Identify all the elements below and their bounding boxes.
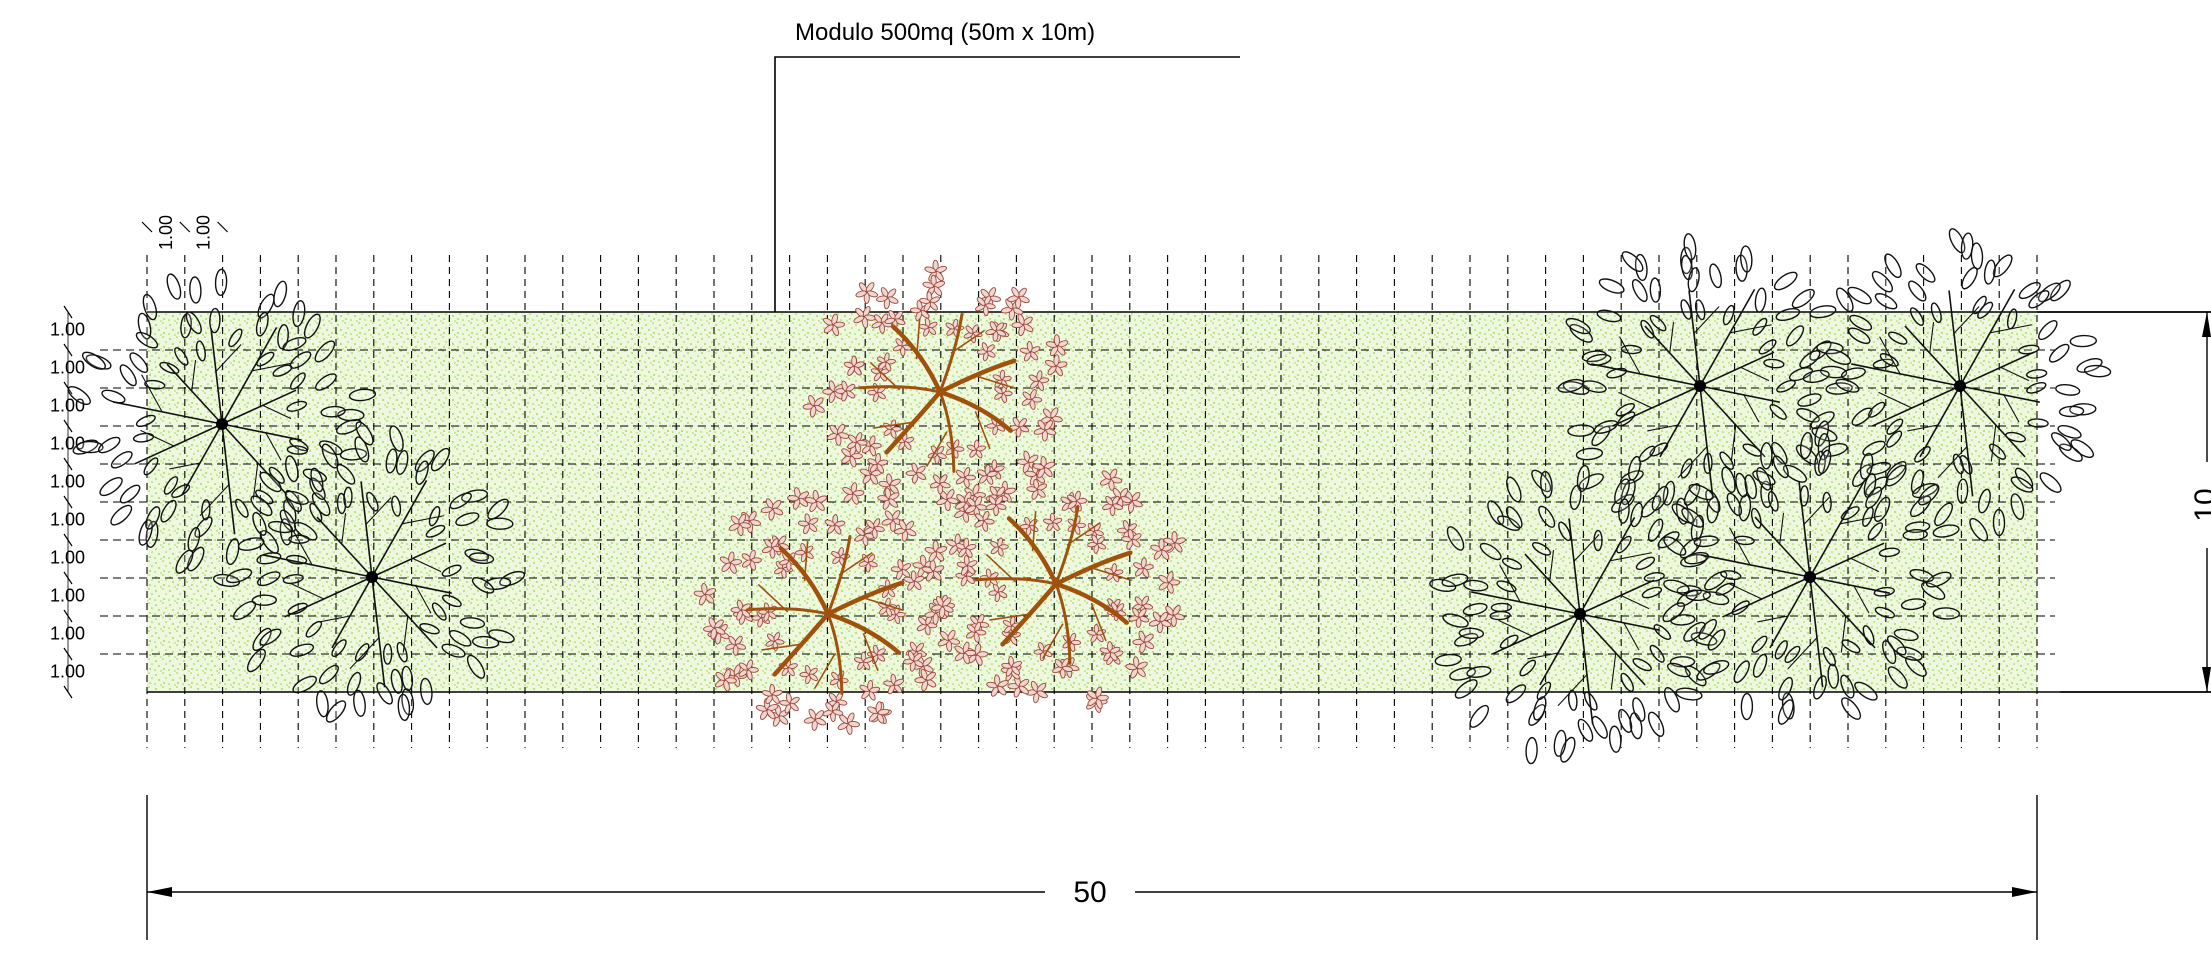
width-dimension: 10 xyxy=(2037,311,2211,693)
column-tick-mark xyxy=(179,221,191,233)
flowering-tree-icon xyxy=(802,259,1069,523)
length-dimension: 50 xyxy=(146,795,2038,940)
flowering-tree-icon xyxy=(924,456,1186,713)
row-spacing-label: 1.00 xyxy=(50,320,85,340)
tree-canopy-icon xyxy=(212,421,526,723)
module-title: Modulo 500mq (50m x 10m) xyxy=(795,19,1095,46)
tree-canopy-icon xyxy=(1662,420,1960,725)
flowering-tree-icon xyxy=(693,482,961,735)
trees-layer xyxy=(67,228,2112,765)
length-dimension-value: 50 xyxy=(1073,876,1106,909)
width-dimension-value: 10 xyxy=(2189,488,2211,521)
row-spacing-label: 1.00 xyxy=(50,358,85,378)
row-spacing-label: 1.00 xyxy=(50,548,85,568)
column-dimension-labels: 1.00 1.00 xyxy=(141,215,229,250)
column-spacing-label: 1.00 xyxy=(156,215,176,250)
tree-canopy-icon xyxy=(67,268,377,574)
callout-leader-line xyxy=(774,56,1240,312)
row-spacing-label: 1.00 xyxy=(50,662,85,682)
row-spacing-label: 1.00 xyxy=(50,624,85,644)
column-tick-mark xyxy=(141,221,153,233)
column-spacing-label: 1.00 xyxy=(194,215,214,250)
row-dimension-labels: 1.001.001.001.001.001.001.001.001.001.00 xyxy=(50,305,85,699)
row-spacing-label: 1.00 xyxy=(50,510,85,530)
row-spacing-label: 1.00 xyxy=(50,586,85,606)
row-spacing-label: 1.00 xyxy=(50,434,85,454)
row-spacing-label: 1.00 xyxy=(50,472,85,492)
tree-canopy-icon xyxy=(1802,228,2112,542)
column-tick-mark xyxy=(217,221,229,233)
